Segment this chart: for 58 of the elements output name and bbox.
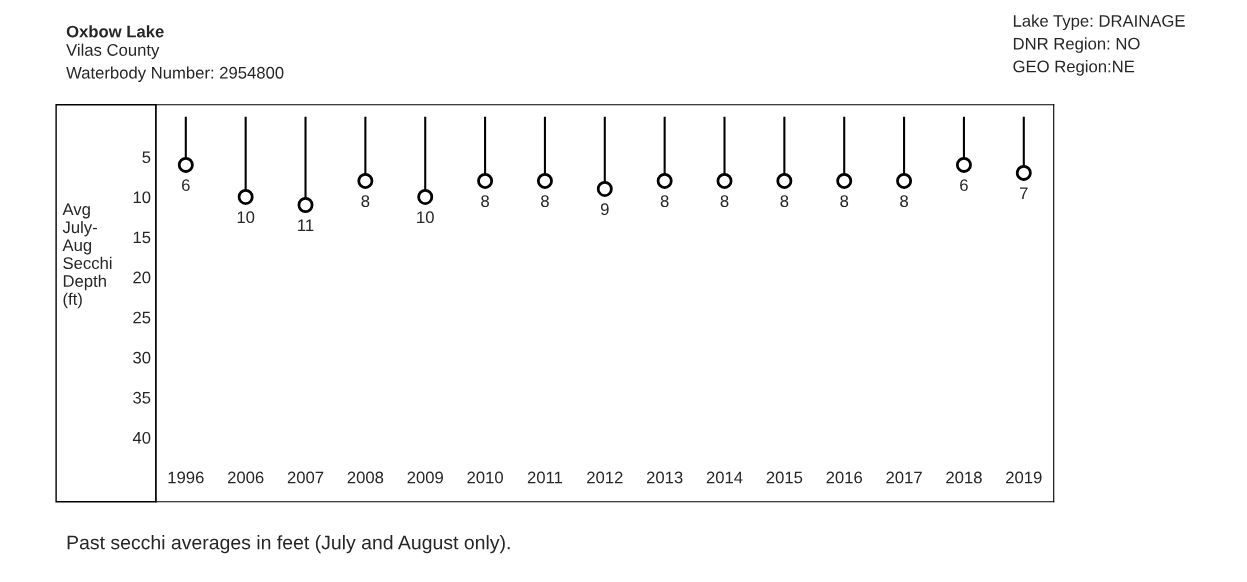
data-label: 8: [720, 195, 729, 208]
point: [716, 172, 733, 189]
data-label: 6: [182, 179, 190, 192]
data-label: 7: [1020, 187, 1028, 199]
x-tick-label: 2010: [467, 471, 503, 484]
point: [596, 180, 613, 197]
point: [836, 172, 853, 189]
y-tick-label: 25: [133, 311, 151, 324]
x-tick-label: 2006: [227, 471, 264, 484]
y-tick-label: 35: [133, 391, 151, 404]
x-tick-label: 2017: [886, 471, 922, 484]
x-tick-label: 2019: [1006, 471, 1042, 484]
y-tick-label: 5: [142, 151, 151, 164]
x-tick-label: 1996: [168, 471, 204, 484]
x-tick-label: 2012: [587, 471, 623, 484]
point: [177, 156, 194, 173]
data-label: 10: [417, 211, 434, 224]
point: [896, 172, 913, 189]
y-tick-label: 20: [133, 271, 151, 284]
point: [237, 189, 254, 205]
data-label: 8: [780, 195, 789, 208]
point: [656, 172, 673, 189]
chart-title: Oxbow Lake: [66, 25, 164, 38]
y-axis-title: Avg July- Aug Secchi Depth (ft): [62, 203, 112, 309]
point: [955, 156, 972, 173]
data-label: 8: [840, 195, 849, 208]
text: Past secchi averages in feet (July and August only).: [67, 535, 510, 554]
point: [417, 189, 434, 205]
x-tick-label: 2013: [646, 471, 683, 484]
y-tick-label: 10: [133, 191, 151, 204]
point: [536, 172, 553, 189]
x-tick-label: 2018: [946, 471, 982, 484]
data-label: 8: [361, 195, 370, 208]
data-label: 11: [298, 219, 314, 231]
point: [1015, 164, 1032, 181]
chart-subtitle: Vilas County Waterbody Number: 2954800: [66, 43, 284, 82]
x-tick-label: 2009: [407, 471, 443, 484]
point: [477, 172, 494, 189]
x-tick-label: 2016: [826, 471, 863, 484]
data-label: 8: [481, 195, 489, 208]
y-tick-label: 30: [133, 351, 151, 364]
point: [297, 197, 314, 213]
x-tick-label: 2015: [766, 471, 803, 484]
data-label: 9: [600, 203, 609, 216]
point: [357, 172, 374, 189]
x-tick-label: 2014: [706, 471, 743, 484]
y-tick-label: 15: [133, 231, 151, 244]
text: Lake Type: DRAINAGE DNR Region: NO GEO Region:NE: [1013, 14, 1185, 76]
x-tick-label: 2007: [287, 471, 324, 484]
data-label: 8: [660, 195, 669, 208]
data-label: 10: [237, 211, 255, 224]
data-label: 8: [541, 195, 549, 208]
y-tick-label: 40: [132, 431, 151, 444]
data-label: 6: [960, 179, 968, 192]
x-tick-label: 2011: [527, 471, 563, 484]
data-label: 8: [900, 195, 908, 208]
x-tick-label: 2008: [347, 471, 384, 484]
point: [776, 172, 793, 189]
